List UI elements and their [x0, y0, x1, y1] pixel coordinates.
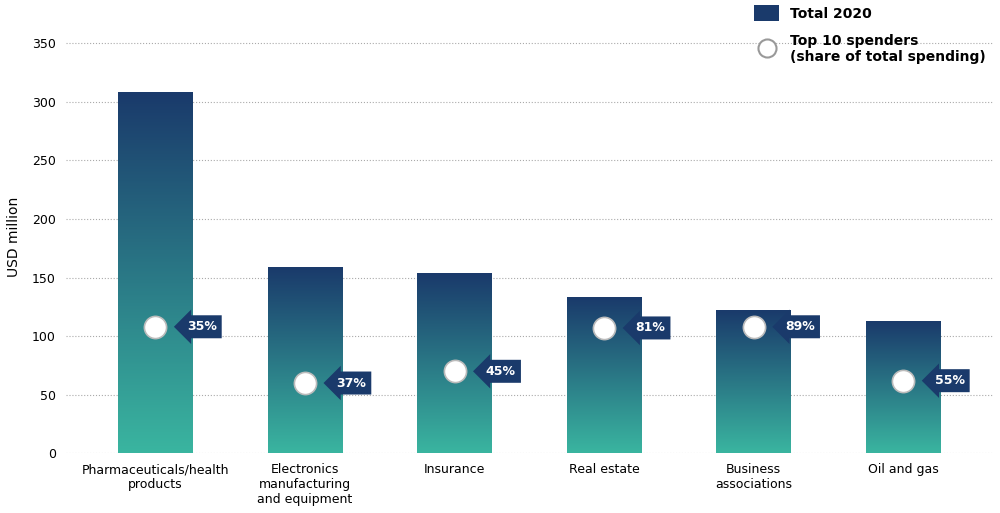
Text: 55%: 55% — [908, 374, 965, 387]
Text: 81%: 81% — [608, 322, 665, 334]
Y-axis label: USD million: USD million — [7, 196, 21, 277]
Text: 37%: 37% — [309, 377, 366, 389]
Text: 45%: 45% — [459, 365, 516, 378]
Text: 35%: 35% — [160, 320, 217, 333]
Text: 89%: 89% — [758, 320, 815, 333]
Legend: Total 2020, Top 10 spenders
(share of total spending): Total 2020, Top 10 spenders (share of to… — [754, 5, 986, 64]
